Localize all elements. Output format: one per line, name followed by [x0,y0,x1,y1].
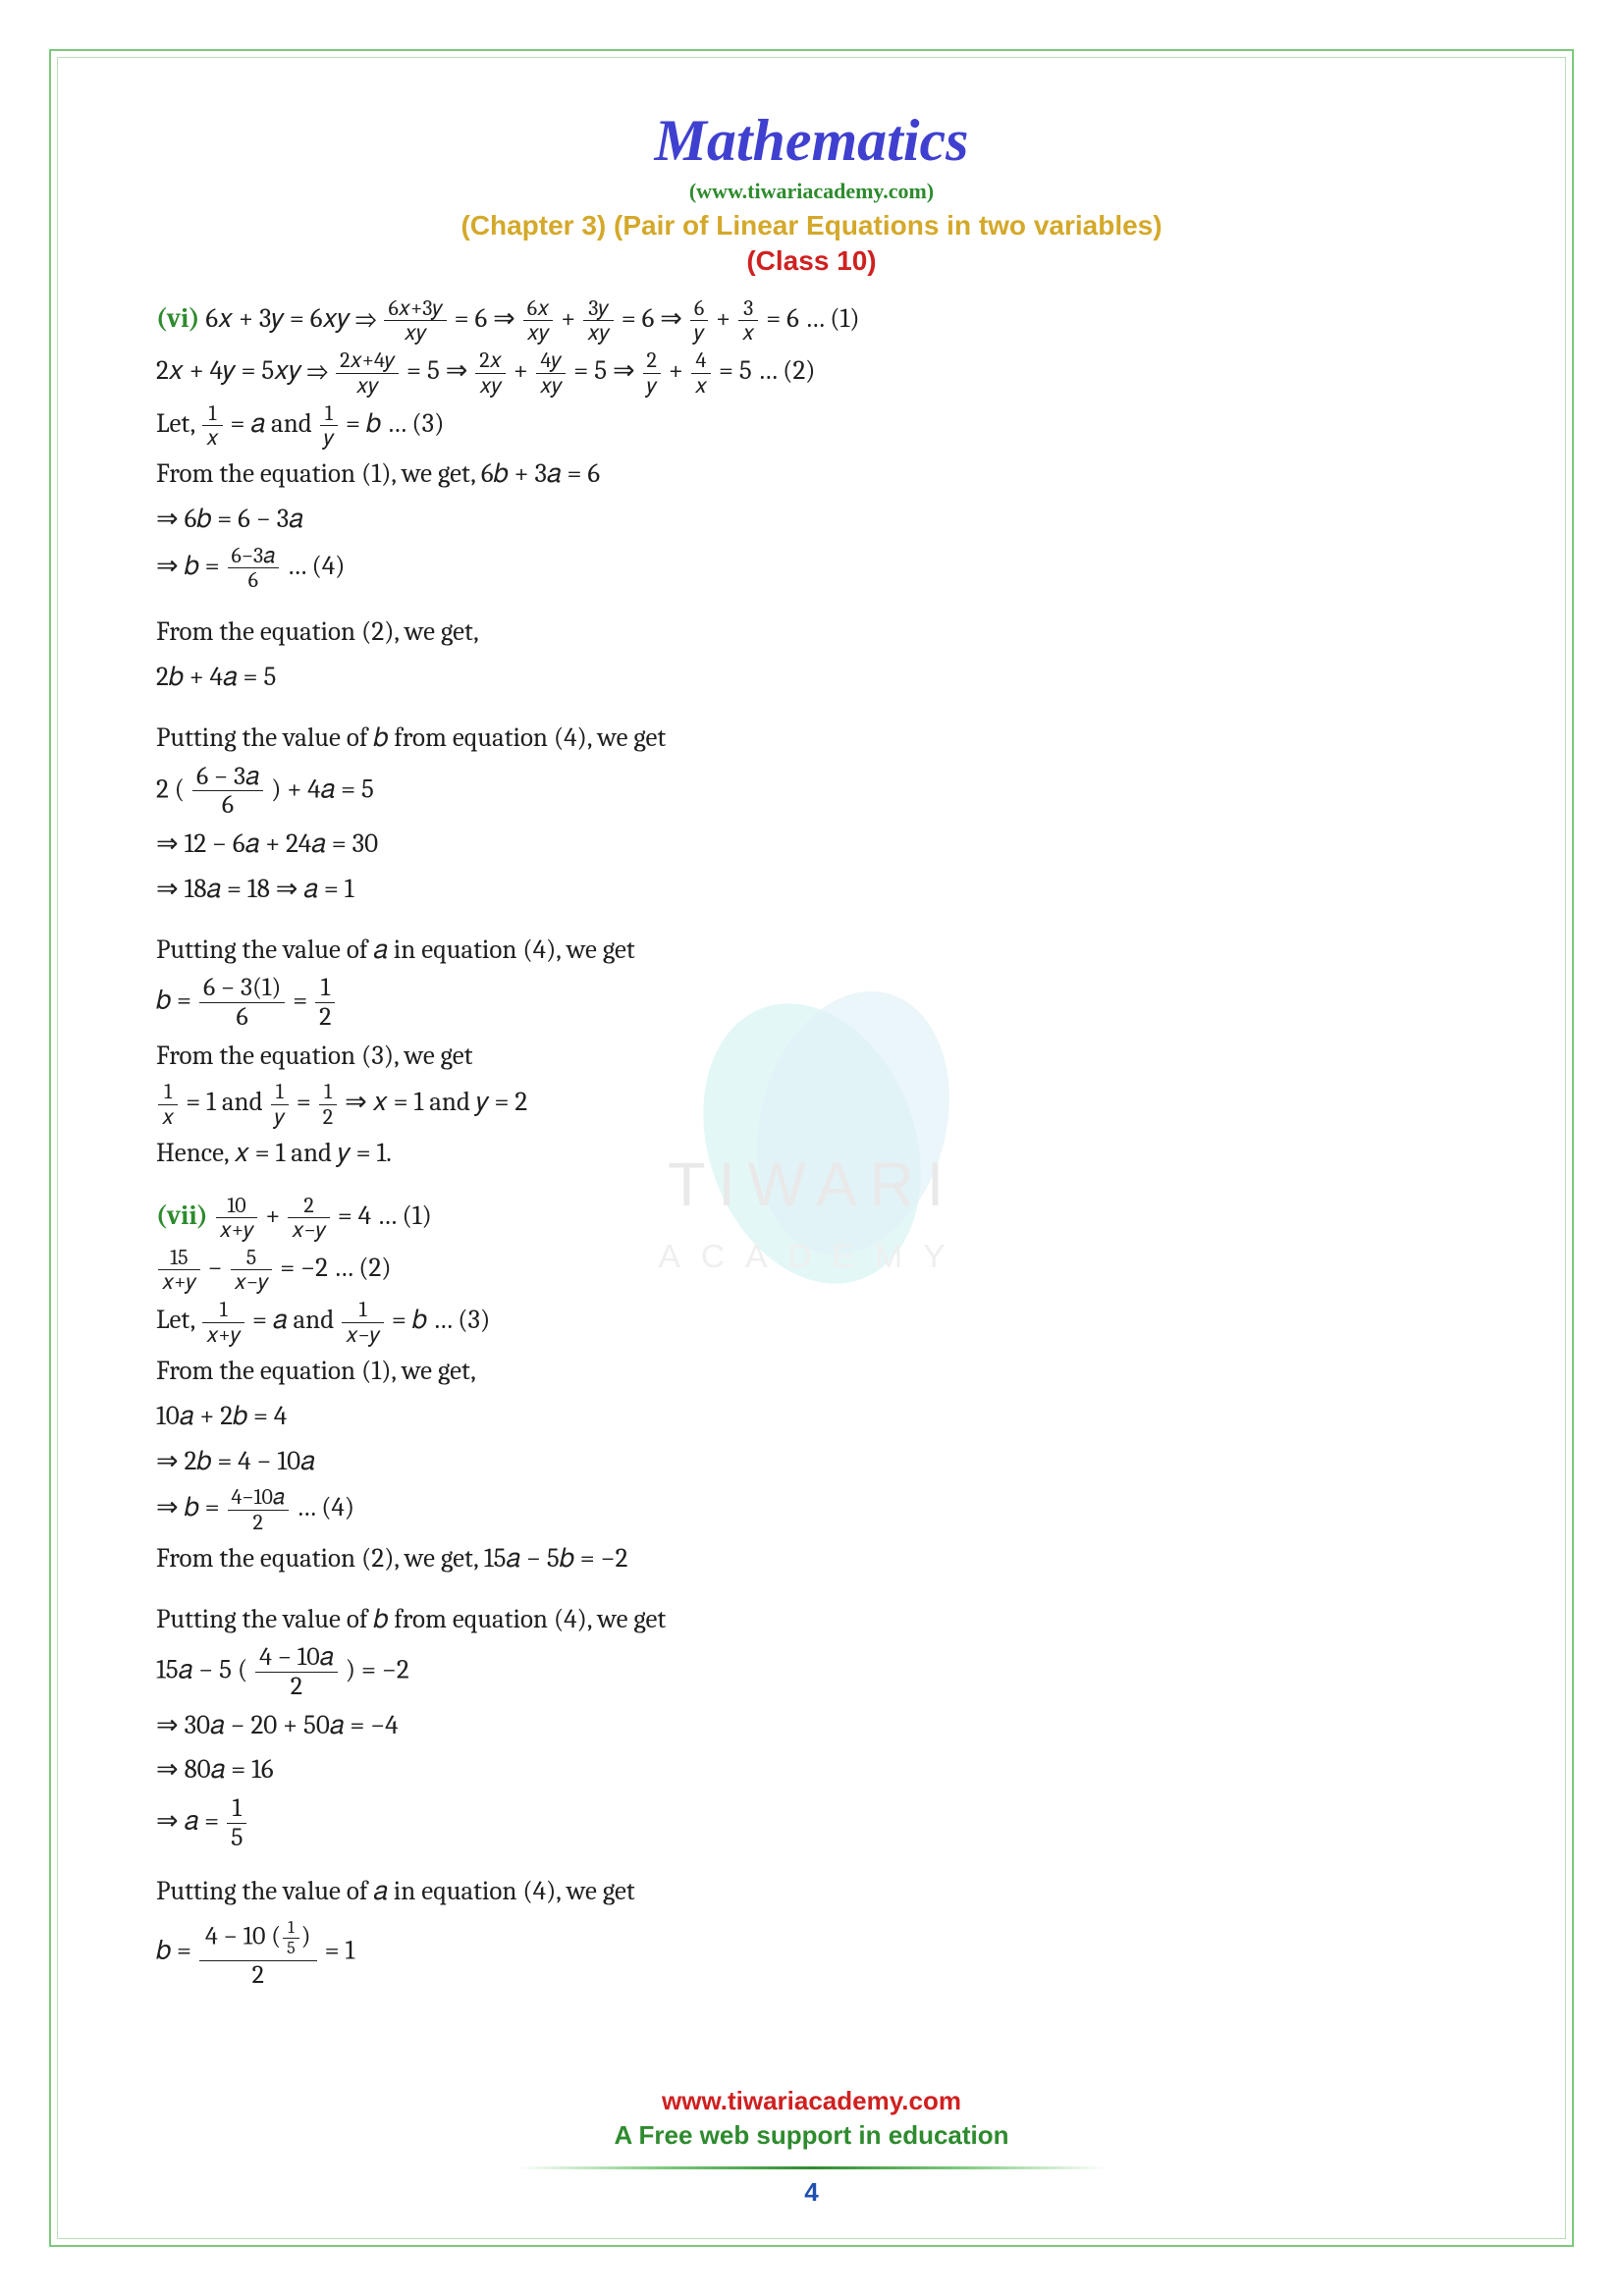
p6-line17: Hence, 𝑥 = 1 and 𝑦 = 1. [156,1133,1467,1174]
p6-line13: Putting the value of 𝑎 in equation (4), … [156,930,1467,971]
p6-line11: ⇒ 12 − 6𝑎 + 24𝑎 = 30 [156,824,1467,865]
p7-line14: Putting the value of 𝑎 in equation (4), … [156,1871,1467,1912]
p7-line12: ⇒ 80𝑎 = 16 [156,1749,1467,1790]
solution-content: (vi) 6𝑥 + 3𝑦 = 6𝑥𝑦 ⇒ 6𝑥+3𝑦𝑥𝑦 = 6 ⇒ 6𝑥𝑥𝑦 … [156,296,1467,1990]
page-inner-border: TIWARI ACADEMY Mathematics (www.tiwariac… [57,57,1566,2239]
p7-line8: From the equation (2), we get, 15𝑎 − 5𝑏 … [156,1538,1467,1579]
p7-line2: 15𝑥+𝑦 − 5𝑥−𝑦 = −2 … (2) [156,1246,1467,1294]
footer-divider [517,2166,1107,2169]
p7-line5: 10𝑎 + 2𝑏 = 4 [156,1396,1467,1437]
footer-tagline: A Free web support in education [0,2120,1623,2151]
page-number: 4 [0,2177,1623,2208]
part6-label: (vi) [156,303,199,334]
p7-line13: ⇒ 𝑎 = 15 [156,1794,1467,1851]
p6-line5: ⇒ 6𝑏 = 6 − 3𝑎 [156,499,1467,540]
p6-line10: 2 ( 6 − 3𝑎6 ) + 4𝑎 = 5 [156,763,1467,820]
part7-label: (vii) [156,1201,208,1231]
p6-line16: 1𝑥 = 1 and 1𝑦 = 12 ⇒ 𝑥 = 1 and 𝑦 = 2 [156,1080,1467,1128]
p7-line3: Let, 1𝑥+𝑦 = 𝑎 and 1𝑥−𝑦 = 𝑏 … (3) [156,1298,1467,1346]
p6-line7: From the equation (2), we get, [156,612,1467,653]
p7-line15: 𝑏 = 4 − 10 (15) 2 = 1 [156,1916,1467,1989]
page-footer: www.tiwariacademy.com A Free web support… [0,2086,1623,2208]
p6-line2: 2𝑥 + 4𝑦 = 5𝑥𝑦 ⇒ 2𝑥+4𝑦𝑥𝑦 = 5 ⇒ 2𝑥𝑥𝑦 + 4𝑦𝑥… [156,348,1467,397]
p6-line9: Putting the value of 𝑏 from equation (4)… [156,718,1467,759]
p6-line14: 𝑏 = 6 − 3(1)6 = 12 [156,974,1467,1031]
p7-line10: 15𝑎 − 5 ( 4 − 10𝑎2 ) = −2 [156,1643,1467,1700]
p7-line4: From the equation (1), we get, [156,1351,1467,1392]
p6-line1: (vi) 6𝑥 + 3𝑦 = 6𝑥𝑦 ⇒ 6𝑥+3𝑦𝑥𝑦 = 6 ⇒ 6𝑥𝑥𝑦 … [156,296,1467,345]
p7-line7: ⇒ 𝑏 = 4−10𝑎2 … (4) [156,1485,1467,1533]
p7-line11: ⇒ 30𝑎 − 20 + 50𝑎 = −4 [156,1705,1467,1746]
p7-line9: Putting the value of 𝑏 from equation (4)… [156,1599,1467,1640]
chapter-label: (Chapter 3) (Pair of Linear Equations in… [156,210,1467,241]
page-title: Mathematics [156,107,1467,175]
p7-line6: ⇒ 2𝑏 = 4 − 10𝑎 [156,1441,1467,1482]
p6-line15: From the equation (3), we get [156,1036,1467,1077]
p6-line6: ⇒ 𝑏 = 6−3𝑎6 … (4) [156,544,1467,592]
p7-line1: (vii) 10𝑥+𝑦 + 2𝑥−𝑦 = 4 … (1) [156,1194,1467,1242]
p6-line3: Let, 1𝑥 = 𝑎 and 1𝑦 = 𝑏 … (3) [156,401,1467,450]
footer-link: www.tiwariacademy.com [0,2086,1623,2116]
website-header: (www.tiwariacademy.com) [156,179,1467,204]
class-label: (Class 10) [156,245,1467,277]
p6-line12: ⇒ 18𝑎 = 18 ⇒ 𝑎 = 1 [156,869,1467,910]
p6-line8: 2𝑏 + 4𝑎 = 5 [156,657,1467,698]
p6-line4: From the equation (1), we get, 6𝑏 + 3𝑎 =… [156,454,1467,495]
